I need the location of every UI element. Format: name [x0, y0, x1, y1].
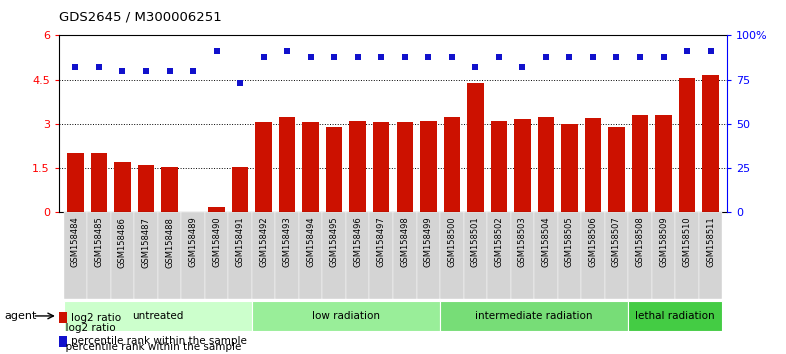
Bar: [111, 212, 134, 299]
Text: GSM158492: GSM158492: [259, 217, 268, 267]
Bar: [511, 212, 534, 299]
Bar: [134, 212, 158, 299]
Text: log2 ratio: log2 ratio: [71, 313, 121, 323]
Bar: [699, 212, 722, 299]
Bar: [205, 212, 228, 299]
Text: lethal radiation: lethal radiation: [636, 311, 715, 321]
Bar: [303, 122, 319, 212]
Bar: [440, 301, 628, 331]
Bar: [417, 212, 440, 299]
Text: GSM158511: GSM158511: [706, 217, 715, 267]
Bar: [514, 120, 531, 212]
Bar: [373, 122, 390, 212]
Bar: [232, 167, 248, 212]
Text: agent: agent: [4, 311, 36, 321]
Text: GSM158488: GSM158488: [165, 217, 174, 268]
Bar: [608, 127, 625, 212]
Text: log2 ratio: log2 ratio: [59, 323, 116, 333]
Bar: [467, 82, 483, 212]
Text: GSM158508: GSM158508: [636, 217, 645, 268]
Bar: [346, 212, 369, 299]
Bar: [228, 212, 252, 299]
Text: GSM158485: GSM158485: [94, 217, 104, 268]
Text: GSM158507: GSM158507: [612, 217, 621, 268]
Bar: [59, 312, 68, 323]
Bar: [490, 121, 507, 212]
Text: GSM158496: GSM158496: [353, 217, 362, 268]
Text: untreated: untreated: [132, 311, 183, 321]
Bar: [679, 78, 696, 212]
Text: GSM158501: GSM158501: [471, 217, 479, 267]
Bar: [558, 212, 581, 299]
Bar: [64, 301, 252, 331]
Text: intermediate radiation: intermediate radiation: [476, 311, 593, 321]
Bar: [464, 212, 487, 299]
Text: GSM158491: GSM158491: [236, 217, 244, 267]
Text: GDS2645 / M300006251: GDS2645 / M300006251: [59, 11, 222, 24]
Bar: [252, 301, 440, 331]
Text: GSM158493: GSM158493: [283, 217, 292, 268]
Bar: [275, 212, 299, 299]
Bar: [279, 116, 296, 212]
Text: percentile rank within the sample: percentile rank within the sample: [71, 336, 247, 346]
Text: GSM158489: GSM158489: [189, 217, 197, 268]
Text: GSM158484: GSM158484: [71, 217, 80, 268]
Bar: [538, 116, 554, 212]
Bar: [255, 122, 272, 212]
Bar: [114, 162, 130, 212]
Bar: [158, 212, 182, 299]
Bar: [632, 115, 648, 212]
Text: GSM158494: GSM158494: [307, 217, 315, 267]
Text: GSM158504: GSM158504: [542, 217, 550, 267]
Bar: [675, 212, 699, 299]
Text: GSM158503: GSM158503: [518, 217, 527, 268]
Text: GSM158490: GSM158490: [212, 217, 221, 267]
Text: GSM158486: GSM158486: [118, 217, 127, 268]
Bar: [440, 212, 464, 299]
Text: GSM158495: GSM158495: [329, 217, 339, 267]
Bar: [350, 121, 366, 212]
Bar: [534, 212, 558, 299]
Text: GSM158497: GSM158497: [376, 217, 386, 268]
Text: GSM158509: GSM158509: [659, 217, 668, 267]
Bar: [604, 212, 628, 299]
Bar: [299, 212, 322, 299]
Bar: [652, 212, 675, 299]
Bar: [628, 301, 722, 331]
Text: GSM158502: GSM158502: [494, 217, 503, 267]
Bar: [487, 212, 511, 299]
Bar: [252, 212, 275, 299]
Bar: [64, 212, 87, 299]
Bar: [585, 118, 601, 212]
Bar: [182, 212, 205, 299]
Text: GSM158498: GSM158498: [400, 217, 410, 268]
Bar: [326, 127, 343, 212]
Bar: [161, 167, 178, 212]
Bar: [396, 122, 413, 212]
Bar: [322, 212, 346, 299]
Bar: [656, 115, 672, 212]
Bar: [208, 206, 225, 212]
Bar: [703, 75, 719, 212]
Bar: [87, 212, 111, 299]
Bar: [138, 165, 154, 212]
Text: percentile rank within the sample: percentile rank within the sample: [59, 342, 241, 352]
Text: GSM158487: GSM158487: [141, 217, 150, 268]
Bar: [420, 121, 436, 212]
Bar: [581, 212, 604, 299]
Bar: [628, 212, 652, 299]
Bar: [561, 124, 578, 212]
Bar: [369, 212, 393, 299]
Text: GSM158500: GSM158500: [447, 217, 457, 267]
Text: GSM158506: GSM158506: [589, 217, 597, 268]
Bar: [59, 336, 68, 347]
Text: GSM158510: GSM158510: [682, 217, 692, 267]
Bar: [67, 153, 83, 212]
Bar: [393, 212, 417, 299]
Text: low radiation: low radiation: [312, 311, 380, 321]
Bar: [90, 153, 107, 212]
Text: GSM158505: GSM158505: [565, 217, 574, 267]
Text: GSM158499: GSM158499: [424, 217, 433, 267]
Bar: [443, 116, 460, 212]
